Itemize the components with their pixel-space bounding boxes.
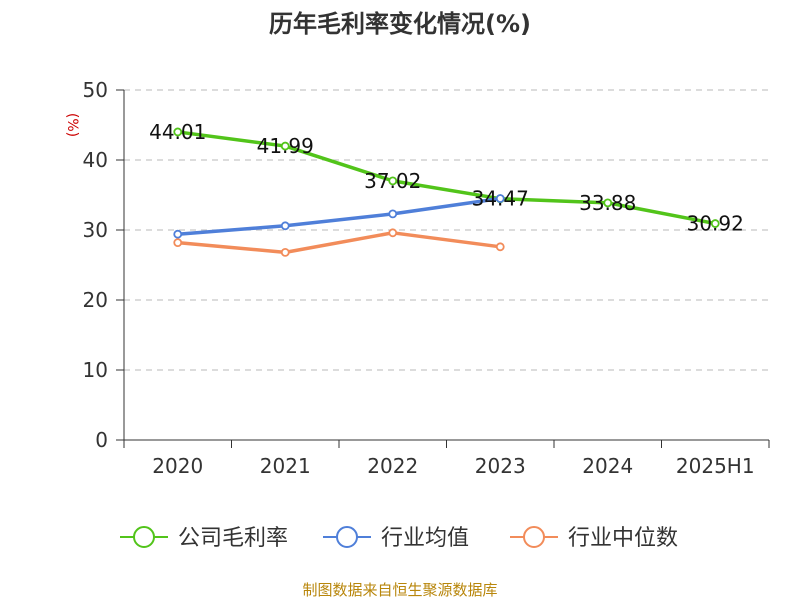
data-label: 37.02 — [364, 169, 421, 193]
chart-title: 历年毛利率变化情况(%) — [269, 10, 531, 38]
legend-label: 行业中位数 — [568, 526, 678, 551]
data-point[interactable] — [173, 238, 183, 248]
data-label: 41.99 — [257, 134, 314, 158]
data-point[interactable] — [280, 141, 290, 151]
legend-marker — [523, 526, 545, 548]
x-tick-label: 2021 — [260, 454, 311, 478]
data-point[interactable] — [173, 127, 183, 137]
x-tick-label: 2024 — [582, 454, 633, 478]
y-tick-label: 20 — [83, 288, 108, 312]
y-tick-label: 0 — [95, 428, 108, 452]
data-point[interactable] — [388, 209, 398, 219]
legend-item[interactable]: 行业均值 — [323, 526, 469, 551]
series-line-1 — [177, 196, 501, 236]
y-tick-label: 30 — [83, 218, 108, 242]
legend-item[interactable]: 公司毛利率 — [120, 526, 288, 551]
y-axis-label: (%) — [64, 113, 80, 137]
x-tick-label: 2022 — [367, 454, 418, 478]
data-point[interactable] — [388, 228, 398, 238]
data-point[interactable] — [495, 194, 505, 203]
data-labels: 44.01 41.99 37.02 34.47 33.88 30.92 — [149, 120, 744, 236]
x-tick-label: 2020 — [152, 454, 203, 478]
series-line-2 — [177, 231, 501, 255]
legend-label: 行业均值 — [381, 526, 469, 551]
legend-label: 公司毛利率 — [178, 526, 288, 551]
data-label: 44.01 — [149, 120, 206, 144]
data-point[interactable] — [280, 247, 290, 257]
grid-lines — [124, 89, 769, 371]
data-label: 30.92 — [687, 212, 744, 236]
axes: 0 10 20 30 40 50 2020 2021 2022 2023 2024 2025H1 — [83, 78, 770, 478]
data-point[interactable] — [388, 176, 398, 186]
series-layer — [173, 127, 720, 257]
legend[interactable]: 公司毛利率 行业均值 行业中位数 — [120, 526, 678, 551]
data-label: 34.47 — [472, 187, 529, 211]
y-tick-label: 10 — [83, 358, 108, 382]
legend-marker — [336, 526, 358, 548]
x-tick-label: 2025H1 — [676, 454, 755, 478]
series-line-0 — [177, 130, 716, 226]
data-point[interactable] — [280, 221, 290, 231]
source-note: 制图数据来自恒生聚源数据库 — [302, 581, 497, 599]
data-point[interactable] — [603, 198, 613, 208]
y-tick-label: 40 — [83, 148, 108, 172]
data-point[interactable] — [173, 229, 183, 239]
legend-item[interactable]: 行业中位数 — [510, 526, 678, 551]
data-point[interactable] — [710, 219, 720, 228]
x-tick-label: 2023 — [475, 454, 526, 478]
legend-marker — [133, 526, 155, 548]
data-point[interactable] — [495, 242, 505, 252]
data-label: 33.88 — [579, 191, 636, 215]
y-tick-label: 50 — [83, 78, 108, 102]
